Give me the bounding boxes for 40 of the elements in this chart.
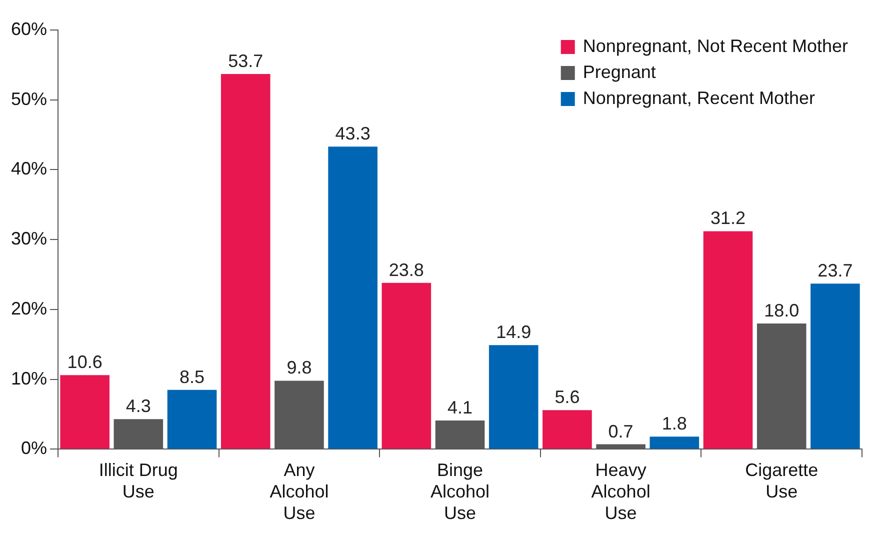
data-label: 5.6 (554, 387, 580, 408)
data-label: 53.7 (228, 50, 264, 71)
bar (810, 284, 860, 449)
data-label: 8.5 (180, 366, 205, 387)
legend-label: Pregnant (582, 62, 656, 82)
data-label: 4.3 (126, 396, 151, 416)
x-tick-label: Binge Alcohol Use (430, 460, 490, 524)
data-label: 23.7 (818, 260, 853, 281)
data-label: 14.9 (496, 322, 532, 342)
x-tick-label: Illicit Drug Use (98, 460, 178, 502)
y-tick-label: 30% (10, 228, 48, 249)
bar (328, 146, 378, 449)
y-tick-label: 10% (10, 368, 48, 388)
bar (167, 390, 217, 449)
bar (542, 410, 592, 449)
bar (60, 375, 110, 449)
bar (382, 282, 432, 449)
x-tick-label: Heavy Alcohol Use (591, 460, 650, 524)
legend-label: Nonpregnant, Recent Mother (582, 88, 815, 108)
bar (488, 345, 538, 449)
data-label: 43.3 (335, 124, 370, 144)
data-label: 31.2 (710, 208, 746, 228)
bar (220, 74, 270, 449)
data-label: 1.8 (662, 414, 687, 434)
x-tick-label: Any Alcohol Use (270, 460, 329, 524)
data-label: 18.0 (764, 300, 800, 320)
data-label: 4.1 (448, 398, 473, 418)
y-tick-label: 20% (10, 298, 48, 318)
data-label: 10.6 (67, 352, 102, 372)
y-tick-label: 0% (21, 438, 48, 458)
legend-label: Nonpregnant, Not Recent Mother (582, 36, 848, 56)
y-tick-label: 60% (10, 18, 48, 39)
data-label: 0.7 (608, 421, 634, 442)
data-label: 23.8 (388, 260, 424, 280)
bar (650, 436, 700, 449)
y-tick-label: 50% (10, 88, 48, 109)
x-tick-label: Cigarette Use (745, 460, 818, 502)
y-tick-label: 40% (10, 158, 48, 179)
bar (703, 231, 753, 449)
data-label: 9.8 (286, 358, 312, 378)
